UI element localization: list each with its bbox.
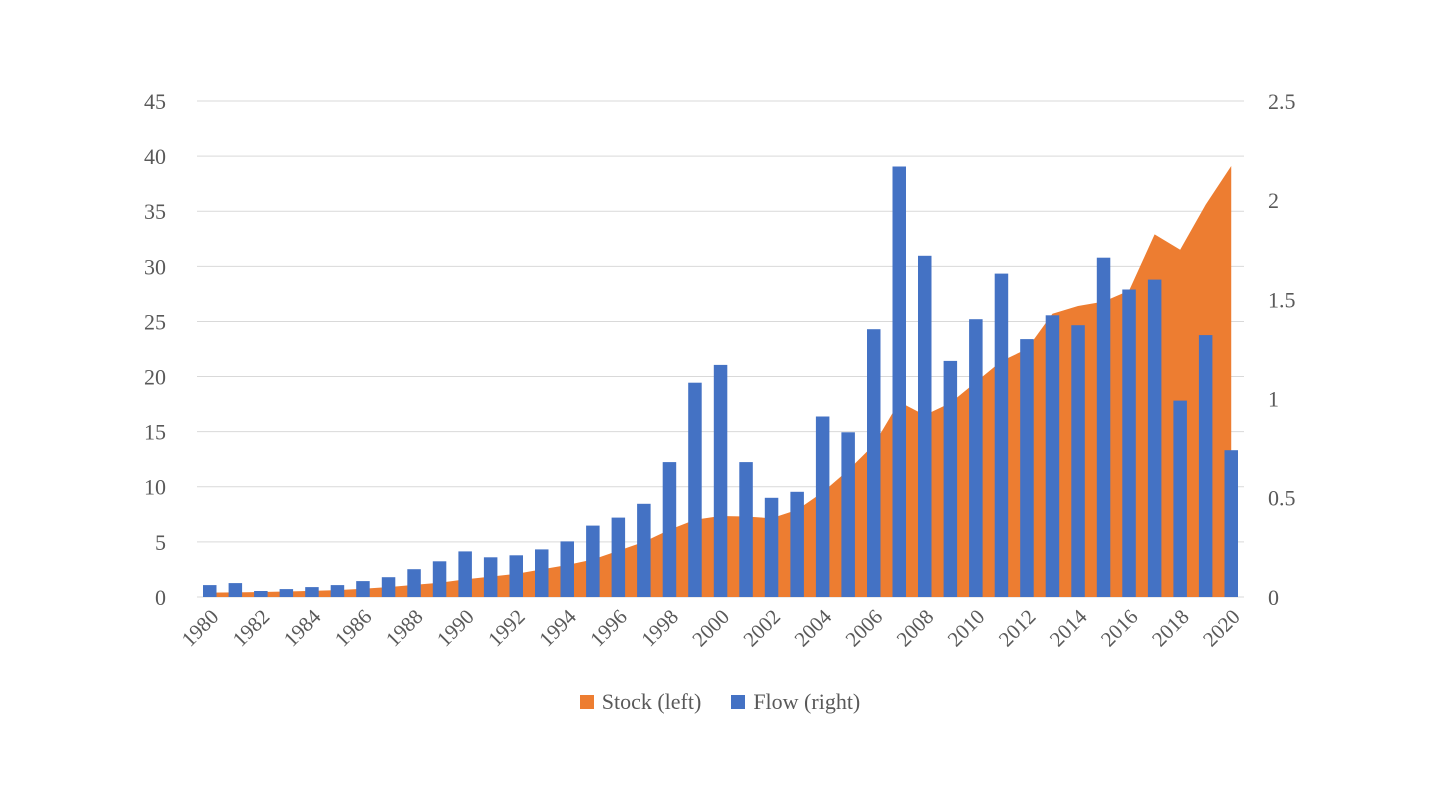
legend: Stock (left) Flow (right) [0, 691, 1440, 713]
flow-bar-1992 [509, 555, 523, 597]
flow-bar-2018 [1173, 400, 1187, 597]
flow-bar-1987 [381, 577, 396, 597]
x-tick-label-2014: 2014 [1045, 604, 1092, 651]
flow-bar-1984 [305, 587, 319, 597]
flow-bar-1997 [637, 503, 651, 597]
x-tick-label-2018: 2018 [1147, 605, 1194, 652]
flow-bar-2005 [841, 432, 855, 597]
x-tick-label-1980: 1980 [177, 605, 224, 652]
flow-bar-1991 [483, 557, 498, 597]
y-right-tick-label: 1 [1268, 387, 1279, 412]
y-left-tick-label: 35 [144, 199, 166, 224]
flow-bar-2006 [867, 329, 881, 597]
y-left-tick-label: 30 [144, 254, 166, 279]
flow-bar-2013 [1045, 315, 1060, 597]
flow-bar-2003 [790, 491, 804, 597]
flow-bar-2014 [1071, 325, 1085, 597]
flow-bar-2010 [969, 319, 983, 597]
y-right-tick-label: 2 [1268, 188, 1279, 213]
y-right-tick-label: 0 [1268, 585, 1279, 610]
y-left-tick-label: 5 [155, 530, 166, 555]
flow-legend-swatch-icon [731, 695, 746, 709]
flow-bar-1982 [254, 591, 268, 597]
x-tick-label-2020: 2020 [1198, 605, 1245, 652]
flow-bar-2011 [994, 273, 1009, 597]
left-axis-labels: 0 5 10 15 20 25 30 35 40 45 [144, 89, 166, 610]
legend-label-stock: Stock (left) [601, 689, 702, 714]
flow-bar-2008 [918, 255, 932, 598]
x-tick-label-1982: 1982 [228, 605, 275, 652]
x-tick-label-2012: 2012 [994, 605, 1041, 652]
flow-bar-1981 [228, 583, 243, 597]
flow-bar-1980 [203, 585, 217, 597]
stock-legend-swatch-icon [579, 695, 594, 709]
flow-bar-1989 [432, 561, 447, 597]
flow-bar-1988 [407, 569, 421, 597]
flow-bar-2012 [1020, 339, 1034, 597]
flow-bar-2009 [943, 360, 958, 597]
x-tick-label-2016: 2016 [1096, 605, 1143, 652]
flow-bar-2007 [892, 166, 906, 597]
y-left-tick-label: 15 [144, 420, 166, 445]
y-left-tick-label: 40 [144, 144, 166, 169]
x-tick-label-2008: 2008 [892, 605, 939, 652]
x-tick-label-2000: 2000 [687, 605, 734, 652]
flow-bar-1994 [560, 541, 574, 597]
flow-bar-1986 [356, 581, 370, 597]
y-left-tick-label: 25 [144, 309, 166, 334]
x-tick-label-2006: 2006 [841, 605, 888, 652]
flow-bar-1993 [535, 549, 549, 597]
x-tick-label-1990: 1990 [432, 605, 479, 652]
flow-bar-2001 [739, 462, 753, 597]
flow-bar-2017 [1147, 279, 1162, 597]
x-tick-label-1988: 1988 [381, 605, 428, 652]
x-tick-label-1984: 1984 [279, 604, 326, 651]
x-axis-labels: 1980 1982 1984 1986 1988 1990 1992 1994 1996 1998… [177, 604, 1245, 651]
flow-bar-2015 [1096, 257, 1111, 597]
y-left-tick-label: 10 [144, 475, 166, 500]
x-tick-label-2010: 2010 [943, 605, 990, 652]
y-right-tick-label: 0.5 [1268, 486, 1296, 511]
flow-bar-1999 [688, 382, 702, 597]
flow-bar-1990 [458, 551, 472, 597]
x-tick-label-1986: 1986 [330, 605, 377, 652]
y-left-tick-label: 20 [144, 364, 166, 389]
flow-bar-2020 [1224, 450, 1238, 597]
y-right-tick-label: 1.5 [1268, 287, 1296, 312]
flow-bar-2004 [815, 416, 830, 597]
flow-bar-2000 [713, 364, 728, 597]
flow-bar-1998 [662, 462, 677, 597]
x-tick-label-1994: 1994 [534, 604, 581, 651]
legend-item-flow: Flow (right) [731, 691, 860, 713]
flow-bar-1995 [586, 525, 600, 597]
x-tick-label-1996: 1996 [585, 605, 632, 652]
flow-bar-2016 [1122, 289, 1136, 597]
right-axis-labels: 0 0.5 1 1.5 2 2.5 [1268, 89, 1296, 610]
flow-bar-1985 [330, 585, 345, 597]
x-tick-label-2002: 2002 [738, 605, 785, 652]
legend-label-flow: Flow (right) [753, 689, 861, 714]
legend-item-stock: Stock (left) [579, 689, 702, 714]
flow-bar-2002 [764, 497, 779, 597]
x-tick-label-1992: 1992 [483, 605, 530, 652]
x-tick-label-2004: 2004 [790, 604, 837, 651]
y-left-tick-label: 0 [155, 585, 166, 610]
flow-bar-2019 [1198, 335, 1213, 597]
flow-bar-1996 [611, 517, 626, 597]
y-right-tick-label: 2.5 [1268, 89, 1296, 114]
x-tick-label-1998: 1998 [636, 605, 683, 652]
flow-bar-series [203, 166, 1238, 598]
y-left-tick-label: 45 [144, 89, 166, 114]
flow-bar-1983 [279, 589, 294, 597]
